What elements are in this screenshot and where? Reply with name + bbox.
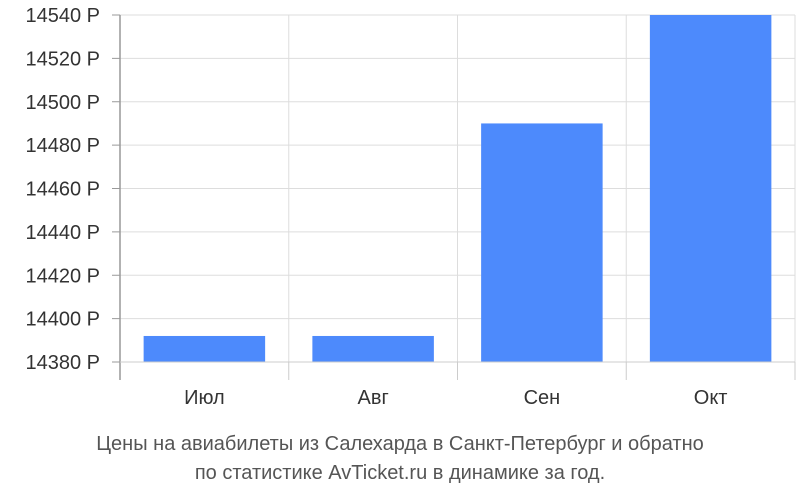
y-tick-label: 14460 Р — [25, 179, 100, 201]
y-tick-labels: 14380 Р 14400 Р 14420 Р 14440 Р 14460 Р 14480… — [25, 5, 100, 374]
y-tick-label: 14400 Р — [25, 309, 100, 331]
axes — [112, 14, 796, 380]
bars-group — [143, 15, 772, 362]
y-tick-label: 14480 Р — [25, 135, 100, 157]
chart-caption: Цены на авиабилеты из Салехарда в Санкт-… — [0, 430, 800, 488]
y-tick-label: 14520 Р — [25, 48, 100, 70]
bar — [481, 123, 603, 362]
y-tick-label: 14540 Р — [25, 5, 100, 27]
y-tick-label: 14440 Р — [25, 222, 100, 244]
x-tick-label: Сен — [524, 387, 561, 409]
bar-chart: 14380 Р 14400 Р 14420 Р 14440 Р 14460 Р 14480… — [25, 5, 796, 409]
y-tick-label: 14380 Р — [25, 352, 100, 374]
y-tick-label: 14500 Р — [25, 92, 100, 114]
bar — [143, 335, 266, 362]
x-tick-label: Авг — [357, 387, 388, 409]
bar — [649, 15, 772, 362]
x-tick-labels: Июл Авг Сен Окт — [184, 387, 727, 409]
y-tick-label: 14420 Р — [25, 265, 100, 287]
caption-line-1: Цены на авиабилеты из Салехарда в Санкт-… — [96, 433, 704, 455]
bar — [312, 335, 434, 362]
x-tick-label: Июл — [184, 387, 225, 409]
grid-lines — [120, 14, 796, 363]
caption-line-2: по статистике AvTicket.ru в динамике за … — [194, 462, 606, 484]
x-tick-label: Окт — [694, 387, 728, 409]
